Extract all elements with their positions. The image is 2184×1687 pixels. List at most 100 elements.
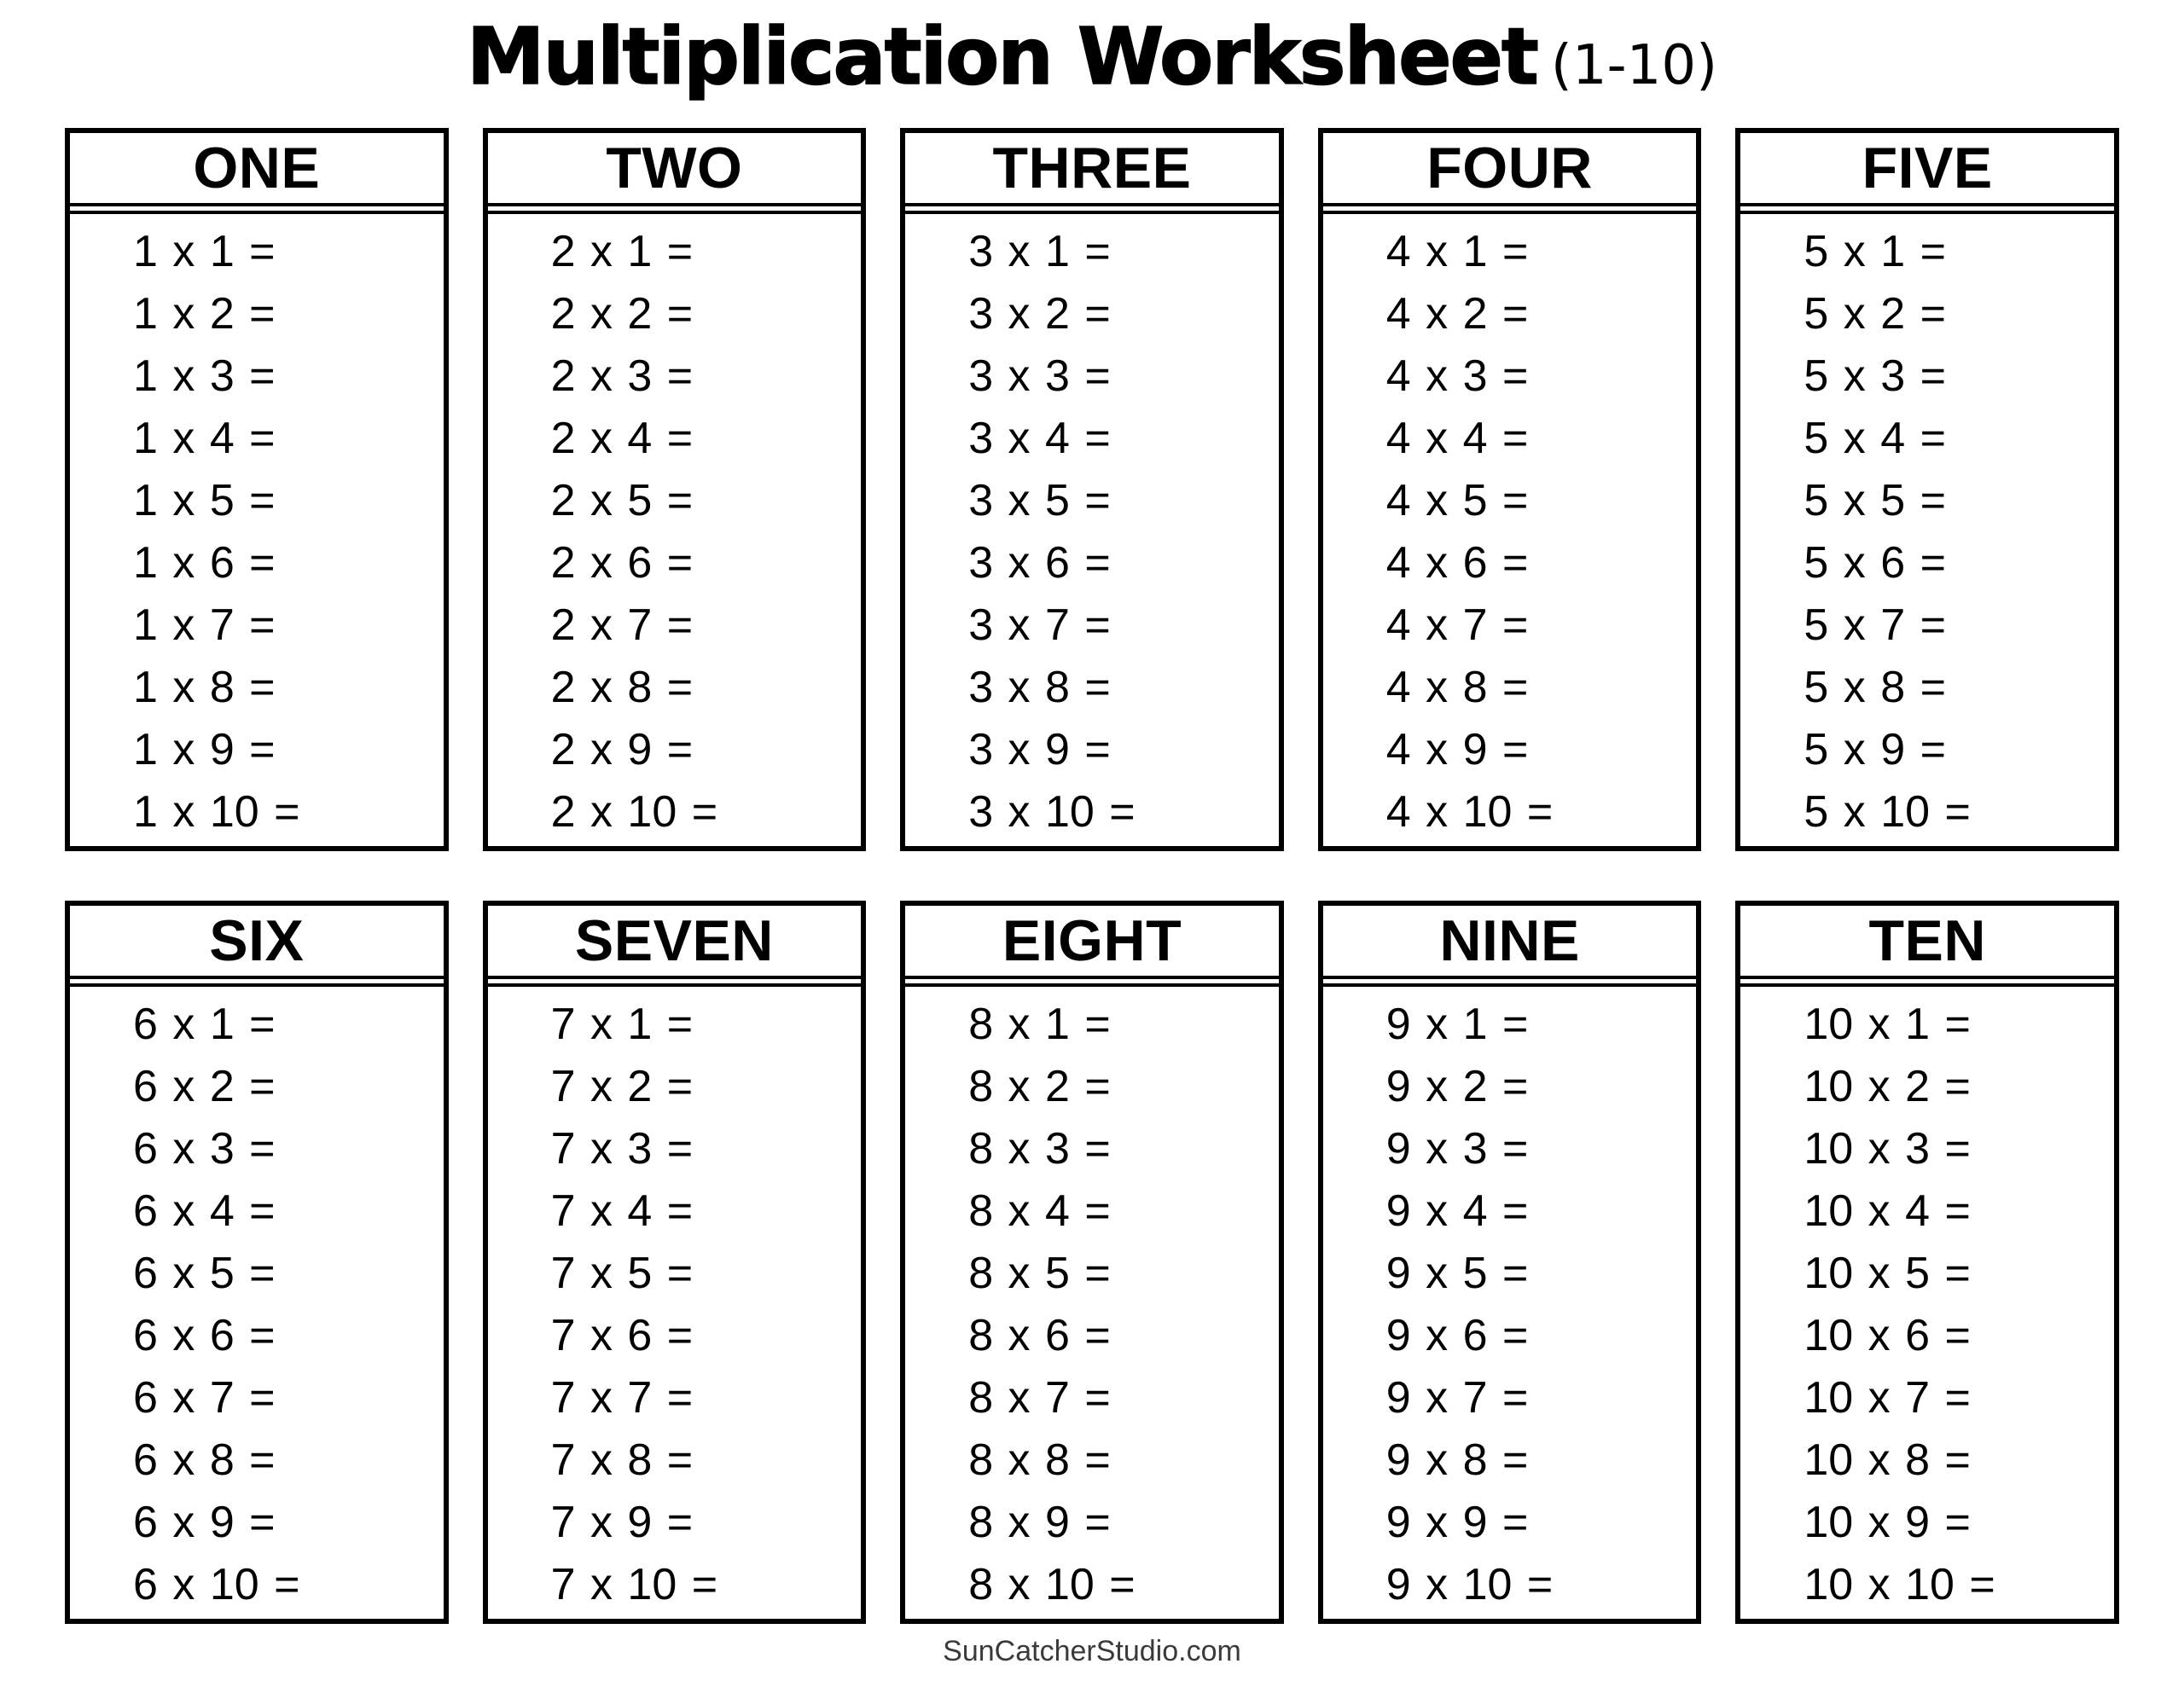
table-box-five: FIVE 5 x 1 = 5 x 2 = 5 x 3 = 5 x 4 = 5 x 5 =… [1735,128,2119,851]
problem-row: 9 x 9 = [1385,1498,1529,1547]
problem-row: 3 x 4 = [968,414,1111,463]
problem-row: 1 x 8 = [133,663,276,712]
page-title-main: Multiplication Worksheet [466,11,1539,102]
table-title: ONE [193,136,321,200]
problem-row: 7 x 9 = [550,1498,694,1547]
problem-row: 5 x 7 = [1804,600,1946,650]
table-body-seven: 7 x 1 = 7 x 2 = 7 x 3 = 7 x 4 = 7 x 5 = 7 x 6… [487,983,862,1612]
problem-row: 2 x 8 = [550,663,694,712]
problem-row: 1 x 3 = [133,351,276,401]
problem-row: 1 x 10 = [133,787,300,837]
problem-row: 1 x 4 = [133,414,276,463]
problem-row: 3 x 8 = [968,663,1111,712]
problem-row: 7 x 2 = [550,1062,694,1111]
problem-row: 6 x 3 = [133,1124,276,1174]
problem-row: 6 x 10 = [133,1560,300,1609]
page-title-range: (1-10) [1550,34,1718,97]
problem-row: 10 x 5 = [1804,1249,1971,1298]
problem-row: 8 x 4 = [968,1186,1111,1236]
problem-row: 9 x 5 = [1385,1249,1529,1298]
problem-row: 2 x 10 = [550,787,718,837]
problem-row: 9 x 8 = [1385,1435,1529,1485]
table-header-six: SIX [70,906,444,979]
problem-row: 8 x 6 = [968,1311,1111,1360]
problem-row: 10 x 10 = [1804,1560,1995,1609]
problem-row: 8 x 8 = [968,1435,1111,1485]
problem-row: 10 x 6 = [1804,1311,1971,1360]
problem-row: 6 x 7 = [133,1373,276,1423]
problem-row: 5 x 2 = [1804,289,1946,339]
table-body-ten: 10 x 1 = 10 x 2 = 10 x 3 = 10 x 4 = 10 x 5 =… [1740,983,2114,1612]
problem-row: 2 x 5 = [550,476,694,525]
problem-row: 7 x 4 = [550,1186,694,1236]
table-title: NINE [1439,908,1580,973]
problem-row: 9 x 3 = [1385,1124,1529,1174]
table-title: FIVE [1862,136,1993,200]
problem-row: 6 x 4 = [133,1186,276,1236]
problem-row: 10 x 8 = [1804,1435,1971,1485]
page-title: Multiplication Worksheet (1-10) [0,0,2184,101]
problem-row: 5 x 3 = [1804,351,1946,401]
problem-row: 2 x 2 = [550,289,694,339]
problem-row: 4 x 1 = [1385,227,1529,276]
problem-row: 5 x 6 = [1804,538,1946,588]
problem-row: 5 x 10 = [1804,787,1971,837]
table-box-ten: TEN 10 x 1 = 10 x 2 = 10 x 3 = 10 x 4 = 10 x… [1735,901,2119,1624]
problem-row: 10 x 2 = [1804,1062,1971,1111]
table-header-nine: NINE [1322,906,1697,979]
table-title: FOUR [1426,136,1593,200]
problem-row: 8 x 7 = [968,1373,1111,1423]
problem-row: 1 x 7 = [133,600,276,650]
problem-row: 3 x 10 = [968,787,1136,837]
problem-row: 8 x 10 = [968,1560,1136,1609]
table-body-two: 2 x 1 = 2 x 2 = 2 x 3 = 2 x 4 = 2 x 5 = 2 x 6… [487,211,862,839]
problem-row: 2 x 1 = [550,227,694,276]
table-body-eight: 8 x 1 = 8 x 2 = 8 x 3 = 8 x 4 = 8 x 5 = 8 x 6… [905,983,1279,1612]
problem-row: 3 x 3 = [968,351,1111,401]
problem-row: 4 x 10 = [1385,787,1554,837]
table-box-seven: SEVEN 7 x 1 = 7 x 2 = 7 x 3 = 7 x 4 = 7 x 5 … [482,901,867,1624]
problem-row: 7 x 1 = [550,1000,694,1049]
problem-row: 9 x 4 = [1385,1186,1529,1236]
footer-credit: SunCatcherStudio.com [943,1635,1241,1667]
table-box-nine: NINE 9 x 1 = 9 x 2 = 9 x 3 = 9 x 4 = 9 x 5 =… [1317,901,1702,1624]
table-box-two: TWO 2 x 1 = 2 x 2 = 2 x 3 = 2 x 4 = 2 x 5 = 2… [482,128,867,851]
problem-row: 3 x 2 = [968,289,1111,339]
table-header-two: TWO [487,133,862,206]
problem-row: 4 x 9 = [1385,725,1529,774]
table-title: EIGHT [1002,908,1182,973]
problem-row: 1 x 2 = [133,289,276,339]
problem-row: 4 x 3 = [1385,351,1529,401]
problem-row: 5 x 9 = [1804,725,1946,774]
problem-row: 6 x 1 = [133,1000,276,1049]
problem-row: 7 x 6 = [550,1311,694,1360]
problem-row: 6 x 9 = [133,1498,276,1547]
problem-row: 5 x 8 = [1804,663,1946,712]
problem-row: 1 x 6 = [133,538,276,588]
table-title: TEN [1868,908,1986,973]
problem-row: 7 x 7 = [550,1373,694,1423]
table-box-eight: EIGHT 8 x 1 = 8 x 2 = 8 x 3 = 8 x 4 = 8 x 5 … [900,901,1284,1624]
problem-row: 1 x 1 = [133,227,276,276]
table-body-five: 5 x 1 = 5 x 2 = 5 x 3 = 5 x 4 = 5 x 5 = 5 x 6… [1740,211,2114,839]
problem-row: 4 x 7 = [1385,600,1529,650]
table-header-three: THREE [905,133,1279,206]
problem-row: 8 x 9 = [968,1498,1111,1547]
problem-row: 5 x 5 = [1804,476,1946,525]
problem-row: 8 x 5 = [968,1249,1111,1298]
problem-row: 2 x 3 = [550,351,694,401]
table-title: THREE [992,136,1192,200]
problem-row: 6 x 5 = [133,1249,276,1298]
table-body-six: 6 x 1 = 6 x 2 = 6 x 3 = 6 x 4 = 6 x 5 = 6 x 6… [70,983,444,1612]
problem-row: 3 x 9 = [968,725,1111,774]
table-title: SEVEN [574,908,774,973]
problem-row: 3 x 7 = [968,600,1111,650]
problem-row: 4 x 8 = [1385,663,1529,712]
problem-row: 10 x 4 = [1804,1186,1971,1236]
table-header-eight: EIGHT [905,906,1279,979]
problem-row: 8 x 2 = [968,1062,1111,1111]
problem-row: 1 x 9 = [133,725,276,774]
table-title: SIX [209,908,305,973]
problem-row: 3 x 5 = [968,476,1111,525]
